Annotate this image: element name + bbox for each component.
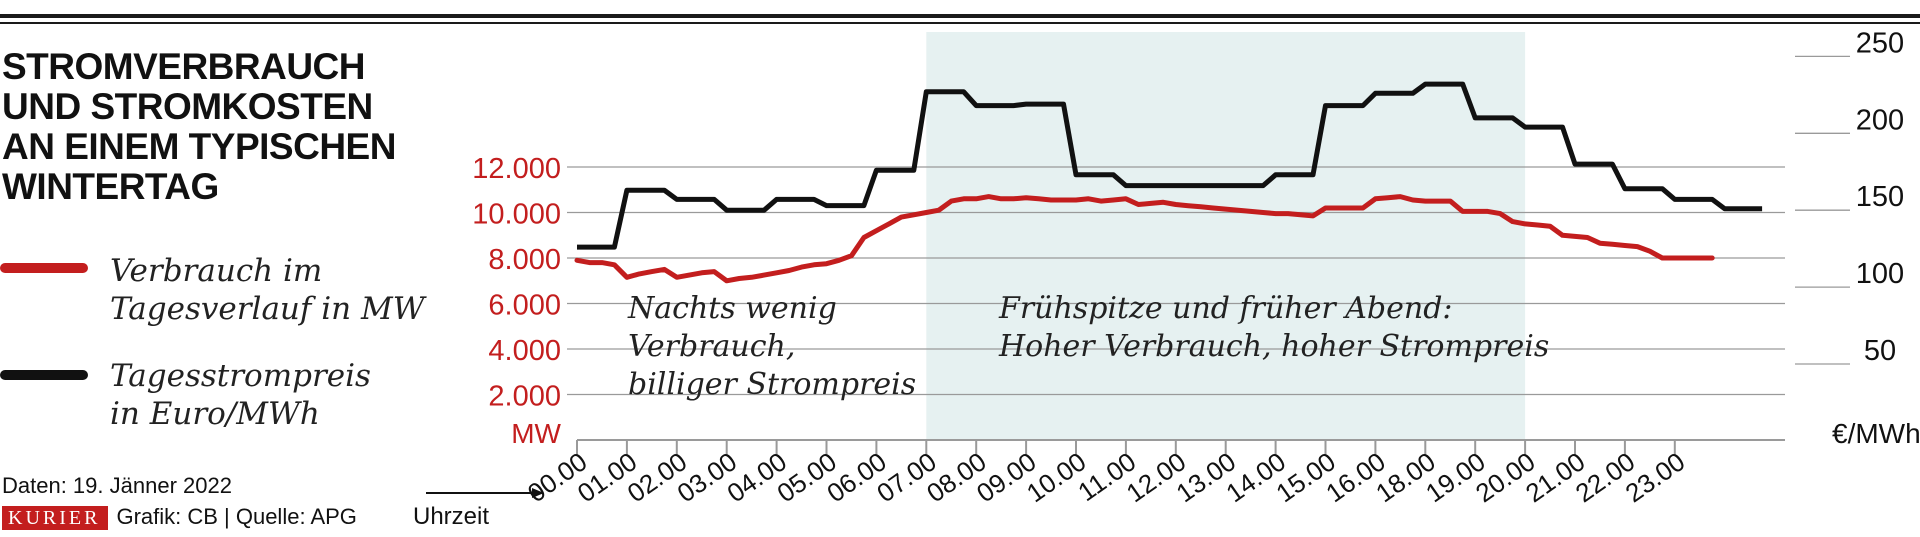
title-line: UND STROMKOSTEN [2, 86, 373, 127]
annotation-line: Verbrauch, [628, 329, 796, 364]
legend-label-consumption: Verbrauch im Tagesverlauf in MW [110, 252, 425, 328]
title-line: AN EINEM TYPISCHEN [2, 126, 396, 167]
legend-line: in Euro/MWh [110, 396, 320, 432]
title-line: STROMVERBRAUCH [2, 46, 365, 87]
legend-line: Tagesstrompreis [110, 358, 371, 394]
series-line-price [577, 81, 1763, 250]
chart-title: STROMVERBRAUCH UND STROMKOSTEN AN EINEM … [2, 47, 396, 207]
y-right-tick-label: 100 [1856, 258, 1904, 290]
y-right-axis-label: €/MWh [1832, 418, 1920, 449]
top-rule-thin [0, 22, 1920, 24]
legend-swatch-consumption [0, 263, 88, 273]
top-rule-thick [0, 14, 1920, 18]
data-date: Daten: 19. Jänner 2022 [2, 473, 232, 498]
y-right-tick-label: 250 [1856, 27, 1904, 59]
y-left-tick-label: 4.000 [488, 335, 561, 367]
grafik-source: Grafik: CB | Quelle: APG [116, 504, 357, 529]
y-right-tick-label: 200 [1856, 104, 1904, 136]
annotation-night: Nachts wenig Verbrauch, billiger Strompr… [628, 290, 916, 404]
y-left-tick-label: 6.000 [488, 290, 561, 322]
annotation-peak: Frühspitze und früher Abend: Hoher Verbr… [999, 290, 1549, 366]
annotation-line: Hoher Verbrauch, hoher Strompreis [999, 329, 1550, 364]
y-right-tick-label: 150 [1856, 181, 1904, 213]
legend-swatch-price [0, 370, 88, 380]
x-axis-label: Uhrzeit [413, 503, 489, 530]
annotation-line: Nachts wenig [628, 291, 837, 326]
y-left-axis-label: MW [511, 418, 561, 449]
y-left-tick-label: 10.000 [472, 199, 561, 231]
legend-line: Verbrauch im [110, 253, 323, 289]
y-left-tick-label: 8.000 [488, 244, 561, 276]
x-tick-label: 23.00 [1620, 446, 1691, 508]
title-line: WINTERTAG [2, 166, 219, 207]
y-right-tick-label: 50 [1864, 335, 1896, 367]
highlight-band [926, 32, 1526, 440]
annotation-line: billiger Strompreis [628, 367, 917, 402]
x-axis-arrow-head [532, 488, 544, 498]
legend-label-price: Tagesstrompreis in Euro/MWh [110, 357, 371, 433]
credits-line: KURIER Grafik: CB | Quelle: APG [2, 504, 357, 531]
brand-logo: KURIER [2, 506, 109, 531]
legend-line: Tagesverlauf in MW [110, 291, 425, 327]
y-left-tick-label: 2.000 [488, 381, 561, 413]
y-left-tick-label: 12.000 [472, 153, 561, 185]
annotation-line: Frühspitze und früher Abend: [999, 291, 1453, 326]
series-line-consumption [574, 194, 1715, 284]
